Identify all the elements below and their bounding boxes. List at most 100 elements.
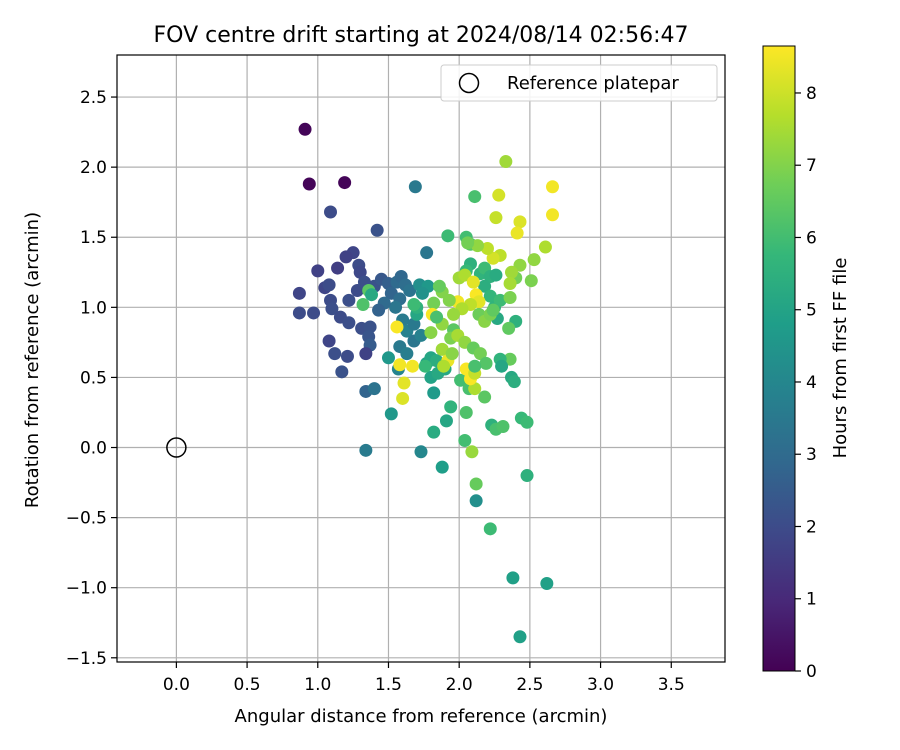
data-point [407,298,421,312]
y-axis-ticks: −1.5 −1.0 −0.5 0.0 0.5 1.0 1.5 2.0 2.5 [66,88,117,669]
colorbar-tick-label: 0 [806,662,817,682]
data-point [478,390,492,404]
data-point [503,291,517,305]
data-point [504,265,518,279]
data-point [479,356,493,370]
data-point [311,264,325,278]
data-point [342,316,356,330]
y-tick-label: 2.5 [80,88,107,108]
data-point [510,226,524,240]
data-point [381,351,395,365]
data-point [468,190,482,204]
data-points [292,122,559,644]
data-point [335,365,349,379]
reference-marker-layer [166,437,187,458]
colorbar-tick-label: 1 [806,590,817,610]
data-point [493,293,507,307]
data-point [468,359,482,373]
colorbar-tick-label: 5 [806,301,817,321]
data-point [396,391,410,405]
data-point [473,347,487,361]
data-point [415,286,429,300]
data-point [489,268,503,282]
data-point [365,288,379,302]
data-point [466,275,480,289]
data-point [503,277,517,291]
x-tick-label: 2.0 [446,675,473,695]
data-point [384,407,398,421]
data-point [496,419,510,433]
data-point [338,176,352,190]
x-tick-label: 3.0 [587,675,614,695]
data-point [465,445,479,459]
data-point [545,208,559,222]
data-point [520,469,534,483]
data-point [356,298,370,312]
data-point [454,373,468,387]
data-point [427,386,441,400]
y-tick-label: −0.5 [66,509,107,529]
x-tick-label: 2.5 [516,675,543,695]
data-point [328,347,342,361]
data-point [292,306,306,320]
data-point [370,223,384,237]
colorbar [762,45,796,672]
data-point [447,307,461,321]
data-point [339,250,353,264]
legend-label: Reference platepar [507,73,679,94]
chart-title: FOV centre drift starting at 2024/08/14 … [154,23,689,48]
data-point [353,265,367,279]
colorbar-tick-label: 3 [806,445,817,465]
data-point [400,347,414,361]
data-point [408,180,422,194]
data-point [424,326,438,340]
data-point [389,300,403,314]
data-point [406,359,420,373]
data-point [486,251,500,265]
colorbar-tick-label: 2 [806,517,817,537]
data-point [397,376,411,390]
data-point [420,246,434,260]
colorbar-tick-label: 4 [806,373,817,393]
colorbar-label: Hours from first FF file [830,258,851,459]
x-tick-label: 1.0 [304,675,331,695]
data-point [527,253,541,267]
legend: Reference platepar [440,64,718,102]
x-tick-label: 3.5 [658,675,685,695]
y-axis-label: Rotation from reference (arcmin) [22,212,43,508]
data-point [430,310,444,324]
data-point [486,303,500,317]
data-point [439,414,453,428]
data-point [307,306,321,320]
y-tick-label: 2.0 [80,158,107,178]
data-point [292,286,306,300]
data-point [418,359,432,373]
data-point [322,278,336,292]
y-tick-label: −1.0 [66,579,107,599]
legend-box [440,64,718,102]
data-point [483,522,497,536]
data-point [342,293,356,307]
data-point [468,382,482,396]
y-tick-label: 0.5 [80,368,107,388]
data-point [478,279,492,293]
data-point [495,359,509,373]
data-point [471,239,485,253]
plot-frame [116,54,726,663]
data-point [545,180,559,194]
data-point [461,236,475,250]
data-point [502,321,516,335]
y-tick-label: 1.0 [80,298,107,318]
data-point [372,303,386,317]
data-point [483,289,497,303]
data-point [459,405,473,419]
data-point [445,347,459,361]
data-point [340,349,354,363]
data-point [441,229,455,243]
x-axis-label: Angular distance from reference (arcmin) [235,706,608,727]
x-tick-label: 0.5 [234,675,261,695]
data-point [324,205,338,219]
x-tick-label: 0.0 [163,675,190,695]
x-axis-ticks: 0.0 0.5 1.0 1.5 2.0 2.5 3.0 3.5 [163,662,685,695]
